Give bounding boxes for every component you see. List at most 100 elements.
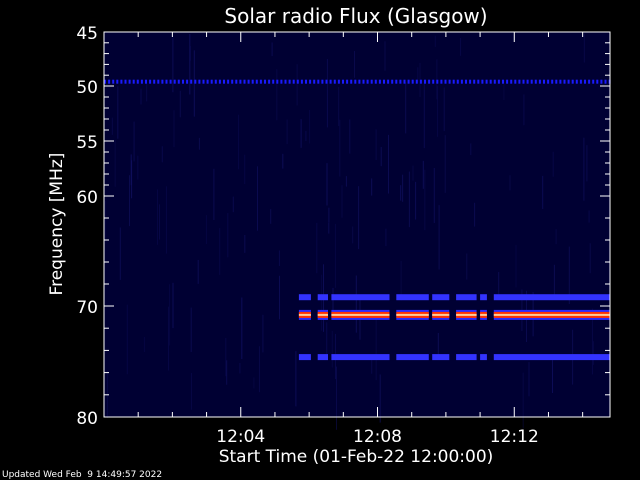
band-dot	[145, 79, 147, 84]
noise-streak	[552, 360, 553, 393]
noise-streak	[172, 37, 174, 93]
band-dot	[493, 79, 496, 84]
noise-streak	[334, 223, 336, 288]
noise-streak	[241, 297, 243, 359]
band-dot	[186, 79, 189, 84]
band-dot	[407, 79, 410, 84]
band-dot	[329, 79, 332, 84]
noise-streak	[305, 130, 307, 141]
band-dot	[460, 79, 463, 84]
band-dot	[223, 79, 225, 84]
band-dot	[419, 79, 422, 84]
band-dot	[169, 79, 172, 84]
band-dot	[399, 79, 402, 84]
band-core	[456, 313, 477, 316]
band-dot	[157, 79, 160, 84]
noise-streak	[553, 264, 555, 297]
band-segment	[480, 354, 487, 361]
band-dot	[452, 79, 455, 84]
band-segment	[317, 354, 328, 361]
noise-streak	[328, 222, 330, 234]
band-dot	[440, 79, 443, 84]
noise-streak	[173, 110, 175, 148]
noise-streak	[384, 41, 386, 71]
noise-streak	[515, 244, 517, 288]
noise-streak	[437, 333, 439, 357]
band-core	[317, 313, 328, 316]
noise-streak	[415, 181, 417, 220]
band-weak-band	[104, 79, 611, 84]
noise-streak	[402, 174, 404, 202]
band-dot	[132, 79, 135, 84]
y-tick-label: 55	[76, 133, 98, 153]
noise-streak	[379, 374, 381, 423]
band-dot	[206, 79, 209, 84]
noise-streak	[591, 308, 593, 375]
band-dot	[530, 79, 533, 84]
band-dot	[272, 79, 275, 84]
band-dot	[555, 79, 558, 84]
band-dot	[247, 79, 250, 84]
noise-streak	[470, 143, 472, 156]
noise-streak	[385, 228, 387, 247]
band-dot	[161, 79, 164, 84]
band-dot	[182, 79, 184, 84]
band-dot	[149, 79, 152, 84]
band-dot	[489, 79, 492, 84]
noise-streak	[282, 153, 284, 169]
band-dot	[534, 79, 537, 84]
noise-streak	[276, 69, 278, 121]
noise-streak	[332, 287, 334, 319]
band-segment	[456, 294, 477, 301]
noise-streak	[375, 129, 377, 160]
noise-streak	[460, 38, 462, 56]
noise-streak	[219, 228, 221, 275]
band-dot	[403, 79, 406, 84]
band-segment	[396, 354, 429, 361]
band-dot	[153, 79, 156, 84]
noise-streak	[589, 243, 591, 274]
noise-streak	[169, 284, 171, 346]
noise-streak	[300, 119, 302, 148]
ticks-layer: 45 50 55 60 70 80 12:04 12:08 12:12	[76, 24, 610, 447]
band-dot	[305, 79, 307, 84]
plot-area	[104, 32, 610, 417]
noise-streak	[408, 171, 410, 228]
band-dot	[514, 79, 517, 84]
band-dot	[165, 79, 168, 84]
noise-streak	[321, 274, 323, 331]
band-core	[396, 313, 429, 316]
band-dot	[444, 79, 447, 84]
x-tick-label: 12:12	[490, 427, 539, 447]
y-tick-label: 45	[76, 24, 98, 44]
noise-streak	[552, 151, 554, 177]
noise-streak	[349, 119, 351, 154]
band-dot	[600, 79, 603, 84]
noise-streak	[326, 163, 328, 206]
band-dot	[526, 79, 529, 84]
noise-streak	[436, 59, 438, 100]
noise-streak	[466, 253, 468, 280]
noise-streak	[286, 119, 288, 145]
band-dot	[276, 79, 279, 84]
band-dot	[497, 79, 500, 84]
band-dot	[264, 79, 266, 84]
noise-streak	[309, 110, 311, 144]
band-dot	[350, 79, 353, 84]
noise-streak	[588, 210, 590, 223]
noise-streak	[295, 351, 297, 407]
band-dot	[465, 79, 467, 84]
noise-streak	[271, 42, 273, 57]
noise-streak	[509, 175, 511, 191]
band-segment	[493, 354, 610, 361]
noise-streak	[157, 189, 158, 245]
noise-streak	[172, 282, 174, 329]
noise-streak	[129, 175, 130, 227]
x-tick-label: 12:04	[216, 427, 265, 447]
band-dot	[325, 79, 328, 84]
noise-streak	[296, 64, 298, 106]
noise-streak	[400, 261, 402, 301]
noise-streak	[238, 114, 240, 170]
band-dot	[321, 79, 324, 84]
band-segment	[396, 294, 429, 301]
